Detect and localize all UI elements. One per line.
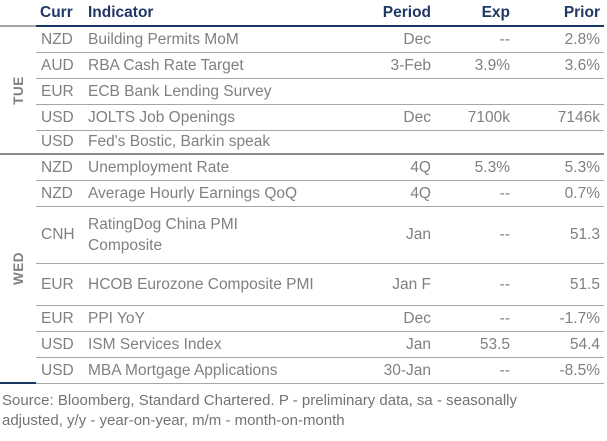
indicator-cell: Average Hourly Earnings QoQ [84, 180, 336, 207]
prior-cell: 7146k [516, 104, 604, 131]
table-row: AUD RBA Cash Rate Target 3-Feb 3.9% 3.6% [0, 52, 604, 79]
table-row: USD MBA Mortgage Applications 30-Jan -- … [0, 357, 604, 384]
prior-cell: -1.7% [516, 305, 604, 332]
prior-cell [516, 130, 604, 155]
exp-cell: -- [441, 26, 516, 53]
table-row: EUR PPI YoY Dec -- -1.7% [0, 305, 604, 332]
source-note-line-1: Source: Bloomberg, Standard Chartered. P… [2, 392, 517, 409]
period-cell: Dec [336, 26, 441, 53]
indicator-column-header: Indicator [84, 0, 336, 27]
exp-cell: -- [441, 305, 516, 332]
prior-cell: 54.4 [516, 331, 604, 358]
curr-cell: NZD [36, 154, 84, 181]
day-label-tue: TUE [10, 75, 26, 105]
curr-cell: USD [36, 331, 84, 358]
indicator-cell: Building Permits MoM [84, 26, 336, 53]
exp-cell: 5.3% [441, 154, 516, 181]
indicator-text: RatingDog China PMI Composite [88, 215, 238, 254]
table-row: USD JOLTS Job Openings Dec 7100k 7146k [0, 104, 604, 131]
economic-calendar-table: Curr Indicator Period Exp Prior TUE NZD … [0, 0, 604, 384]
period-cell: Jan [336, 206, 441, 264]
period-cell: 30-Jan [336, 357, 441, 384]
indicator-cell: HCOB Eurozone Composite PMI [84, 263, 336, 306]
curr-cell: USD [36, 357, 84, 384]
exp-column-header: Exp [441, 0, 516, 27]
exp-cell: -- [441, 180, 516, 207]
indicator-cell: JOLTS Job Openings [84, 104, 336, 131]
period-cell: Dec [336, 305, 441, 332]
prior-cell: 51.5 [516, 263, 604, 306]
indicator-cell: RatingDog China PMI Composite [84, 206, 336, 264]
exp-cell: 7100k [441, 104, 516, 131]
curr-cell: NZD [36, 180, 84, 207]
prior-cell: -8.5% [516, 357, 604, 384]
period-cell: Dec [336, 104, 441, 131]
source-note: Source: Bloomberg, Standard Chartered. P… [0, 391, 607, 431]
curr-cell: EUR [36, 78, 84, 105]
curr-cell: CNH [36, 206, 84, 264]
curr-cell: EUR [36, 305, 84, 332]
table-row: USD Fed's Bostic, Barkin speak [0, 130, 604, 155]
header-row: Curr Indicator Period Exp Prior [0, 0, 604, 27]
indicator-cell: PPI YoY [84, 305, 336, 332]
indicator-cell: Fed's Bostic, Barkin speak [84, 130, 336, 155]
exp-cell: -- [441, 206, 516, 264]
day-column-header [0, 0, 36, 27]
table-row: WED NZD Unemployment Rate 4Q 5.3% 5.3% [0, 154, 604, 384]
curr-cell: AUD [36, 52, 84, 79]
curr-cell: USD [36, 104, 84, 131]
exp-cell: 53.5 [441, 331, 516, 358]
period-cell [336, 78, 441, 105]
day-cell-wed: WED [0, 154, 36, 384]
prior-cell [516, 78, 604, 105]
day-cell-tue: TUE [0, 26, 36, 155]
period-cell: 4Q [336, 154, 441, 181]
indicator-cell: MBA Mortgage Applications [84, 357, 336, 384]
period-cell: 4Q [336, 180, 441, 207]
prior-cell: 5.3% [516, 154, 604, 181]
period-column-header: Period [336, 0, 441, 27]
table-row: NZD Average Hourly Earnings QoQ 4Q -- 0.… [0, 180, 604, 207]
prior-cell: 3.6% [516, 52, 604, 79]
period-cell: Jan [336, 331, 441, 358]
source-note-line-2: adjusted, y/y - year-on-year, m/m - mont… [2, 412, 345, 429]
curr-cell: EUR [36, 263, 84, 306]
prior-cell: 51.3 [516, 206, 604, 264]
period-cell: Jan F [336, 263, 441, 306]
day-label-wed: WED [10, 252, 26, 285]
curr-column-header: Curr [36, 0, 84, 27]
table-row: EUR ECB Bank Lending Survey [0, 78, 604, 105]
table-row: TUE NZD Building Permits MoM Dec -- 2.8% [0, 26, 604, 155]
table-row: CNH RatingDog China PMI Composite Jan --… [0, 206, 604, 264]
exp-cell [441, 78, 516, 105]
exp-cell: -- [441, 263, 516, 306]
table-row: EUR HCOB Eurozone Composite PMI Jan F --… [0, 263, 604, 306]
prior-column-header: Prior [516, 0, 604, 27]
period-cell [336, 130, 441, 155]
prior-cell: 2.8% [516, 26, 604, 53]
table-row: USD ISM Services Index Jan 53.5 54.4 [0, 331, 604, 358]
prior-cell: 0.7% [516, 180, 604, 207]
indicator-cell: ECB Bank Lending Survey [84, 78, 336, 105]
exp-cell [441, 130, 516, 155]
exp-cell: -- [441, 357, 516, 384]
period-cell: 3-Feb [336, 52, 441, 79]
indicator-cell: ISM Services Index [84, 331, 336, 358]
curr-cell: USD [36, 130, 84, 155]
indicator-cell: Unemployment Rate [84, 154, 336, 181]
indicator-cell: RBA Cash Rate Target [84, 52, 336, 79]
exp-cell: 3.9% [441, 52, 516, 79]
curr-cell: NZD [36, 26, 84, 53]
